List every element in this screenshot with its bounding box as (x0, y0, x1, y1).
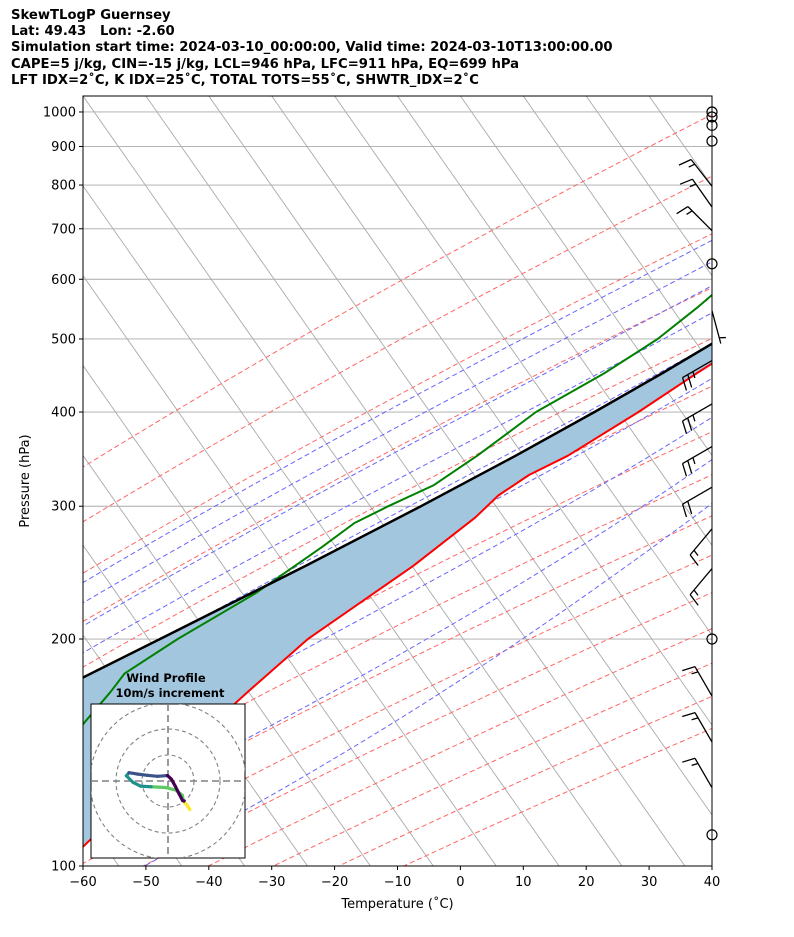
hodograph: Wind Profile 10m/s increment (90, 671, 246, 859)
wind-barb (678, 158, 713, 187)
wind-barb (689, 568, 713, 606)
hodograph-trace (149, 785, 167, 790)
isotherm-line (397, 96, 712, 547)
wind-barb (681, 445, 713, 477)
calm-wind-marker (706, 111, 718, 123)
calm-wind-marker (706, 829, 718, 841)
dry-adiabat (83, 175, 712, 523)
calm-wind-marker (706, 633, 718, 645)
calm-wind-marker (706, 106, 718, 118)
dry-adiabat (338, 695, 712, 866)
wind-barb (676, 206, 713, 232)
isotherm-line (585, 96, 712, 277)
moist-adiabat (83, 261, 712, 604)
y-tick-label: 500 (51, 332, 76, 347)
y-tick-label: 200 (51, 633, 76, 648)
y-tick-label: 900 (51, 140, 76, 155)
hodograph-trace (180, 798, 186, 803)
hodograph-subtitle: 10m/s increment (116, 686, 225, 700)
x-tick-label: 0 (456, 875, 464, 890)
temperature-profile (83, 362, 712, 849)
x-tick-label: 10 (515, 875, 532, 890)
x-axis-label: Temperature (˚C) (340, 896, 453, 912)
index-line: LFT IDX=2˚C, K IDX=25˚C, TOTAL TOTS=55˚C… (11, 72, 479, 88)
isotherm-line (83, 274, 497, 866)
isotherm-line (711, 96, 712, 97)
x-tick-label: −20 (321, 875, 348, 890)
dry-adiabat (142, 592, 712, 866)
x-tick-label: 30 (641, 875, 658, 890)
parcel-profile (83, 342, 712, 679)
wind-barb (681, 486, 713, 518)
calm-wind-marker (706, 119, 718, 131)
isotherm-line (83, 364, 434, 866)
wind-barb (711, 310, 726, 344)
isotherm-line (83, 185, 560, 866)
wind-barb (681, 360, 713, 391)
x-tick-label: −60 (69, 875, 96, 890)
x-tick-label: −40 (195, 875, 222, 890)
moist-adiabat (144, 502, 712, 866)
wind-barb (689, 528, 713, 566)
moist-adiabat (83, 342, 712, 686)
moist-adiabat (83, 239, 712, 584)
chart-header: SkewTLogP Guernsey Lat: 49.43 Lon: -2.60… (11, 8, 613, 89)
y-tick-label: 1000 (43, 105, 76, 120)
dry-adiabat (83, 554, 712, 864)
calm-wind-marker (706, 135, 718, 147)
isotherm-line (648, 96, 712, 187)
dry-adiabat (83, 233, 712, 574)
cape-cin-shading (83, 343, 712, 847)
dewpoint-profile (83, 293, 712, 726)
mixing-ratio-line (705, 293, 712, 302)
y-tick-label: 600 (51, 273, 76, 288)
isotherm-line (145, 96, 686, 866)
location-line: Lat: 49.43 Lon: -2.60 (11, 24, 175, 40)
wind-barb (682, 757, 713, 789)
axes: Temperature (˚C) Pressure (hPa) 10009008… (18, 105, 720, 912)
cape-line: CAPE=5 j/kg, CIN=-15 j/kg, LCL=946 hPa, … (11, 56, 520, 72)
y-tick-label: 800 (51, 179, 76, 194)
isotherm-line (83, 96, 623, 866)
hodograph-plot (91, 704, 245, 858)
isotherm-line (271, 96, 712, 726)
hodograph-trace (163, 785, 178, 792)
hodograph-trace (145, 773, 160, 778)
isotherm-line (522, 96, 712, 367)
wind-barbs (676, 106, 726, 841)
dry-adiabat (273, 662, 712, 866)
isotherm-line (334, 96, 712, 636)
dry-adiabat (403, 727, 712, 866)
profile-lines (83, 293, 712, 849)
calm-wind-marker (706, 258, 718, 270)
y-tick-label: 300 (51, 500, 76, 515)
x-tick-label: −30 (258, 875, 285, 890)
x-tick-label: 40 (704, 875, 721, 890)
hodograph-title: Wind Profile (126, 671, 206, 685)
y-tick-label: 100 (51, 860, 76, 875)
isotherm-line (460, 96, 712, 457)
wind-barb (682, 712, 713, 743)
dry-adiabat (83, 113, 712, 468)
hodograph-trace (135, 772, 149, 777)
y-tick-label: 700 (51, 222, 76, 237)
wind-barb (679, 178, 713, 208)
mixing-ratio-line (757, 96, 794, 301)
wind-barb (681, 403, 713, 434)
chart-title: SkewTLogP Guernsey (11, 8, 171, 23)
hodograph-trace (156, 773, 170, 778)
isotherm-line (83, 454, 371, 866)
x-tick-label: −10 (384, 875, 411, 890)
y-axis-label: Pressure (hPa) (18, 434, 33, 527)
moist-adiabat (83, 285, 712, 627)
x-tick-label: −50 (132, 875, 159, 890)
hodograph-trace (139, 784, 153, 789)
wind-barb (682, 666, 713, 697)
time-line: Simulation start time: 2024-03-10_00:00:… (11, 40, 613, 56)
x-tick-label: 20 (578, 875, 595, 890)
moist-adiabat (83, 312, 712, 654)
y-tick-label: 400 (51, 406, 76, 421)
